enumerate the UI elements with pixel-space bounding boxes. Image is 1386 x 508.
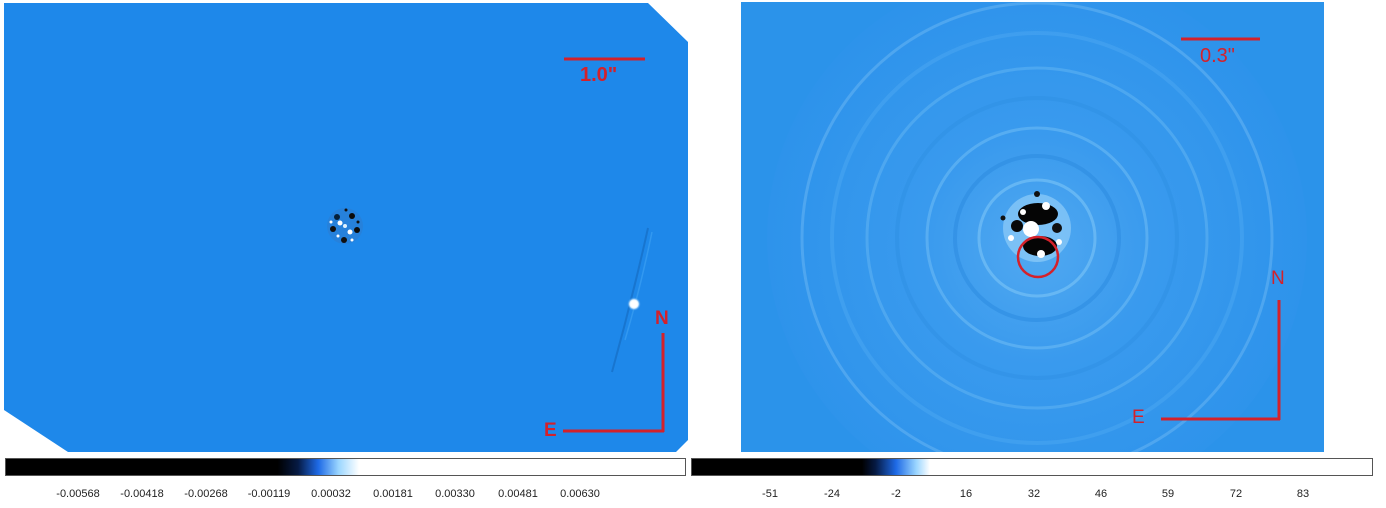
- left-compass: [563, 333, 665, 433]
- right-tick: 72: [1229, 488, 1243, 500]
- speckle-rings: [800, 2, 1274, 452]
- companion-source: [611, 227, 653, 373]
- left-tick: -0.00418: [120, 488, 164, 500]
- left-colorbar: [5, 458, 686, 476]
- left-image-panel: 1.0" N E: [0, 0, 690, 455]
- left-tick: 0.00032: [311, 488, 351, 500]
- right-tick: 32: [1027, 488, 1041, 500]
- left-tick: 0.00181: [373, 488, 413, 500]
- right-tick: -51: [762, 488, 778, 500]
- right-tick: -2: [891, 488, 901, 500]
- left-colorbar-ticks: -0.00568 -0.00418 -0.00268 -0.00119 0.00…: [0, 488, 690, 502]
- right-scale-label: 0.3": [1200, 45, 1235, 67]
- companion-circle-marker: [1016, 235, 1060, 279]
- left-tick: -0.00568: [56, 488, 100, 500]
- right-residual-image: [741, 2, 1324, 452]
- central-star-residual: [327, 208, 363, 244]
- right-image-panel: 0.3" N E: [741, 2, 1324, 452]
- right-compass: [1161, 300, 1281, 421]
- right-colorbar-ticks: -51 -24 -2 16 32 46 59 72 83: [0, 488, 1386, 502]
- right-tick: 59: [1161, 488, 1175, 500]
- right-tick: 46: [1094, 488, 1108, 500]
- right-tick: -24: [824, 488, 840, 500]
- left-east-label: E: [544, 420, 557, 441]
- left-tick: -0.00268: [184, 488, 228, 500]
- left-scale-label: 1.0": [580, 64, 618, 86]
- left-north-label: N: [655, 308, 669, 329]
- right-tick: 16: [959, 488, 973, 500]
- left-tick: 0.00481: [498, 488, 538, 500]
- right-north-label: N: [1271, 268, 1285, 289]
- right-tick: 83: [1296, 488, 1310, 500]
- left-residual-image: [4, 3, 688, 452]
- left-tick: 0.00630: [560, 488, 600, 500]
- left-tick: 0.00330: [435, 488, 475, 500]
- left-tick: -0.00119: [247, 488, 291, 500]
- right-colorbar: [691, 458, 1373, 476]
- right-east-label: E: [1132, 407, 1145, 428]
